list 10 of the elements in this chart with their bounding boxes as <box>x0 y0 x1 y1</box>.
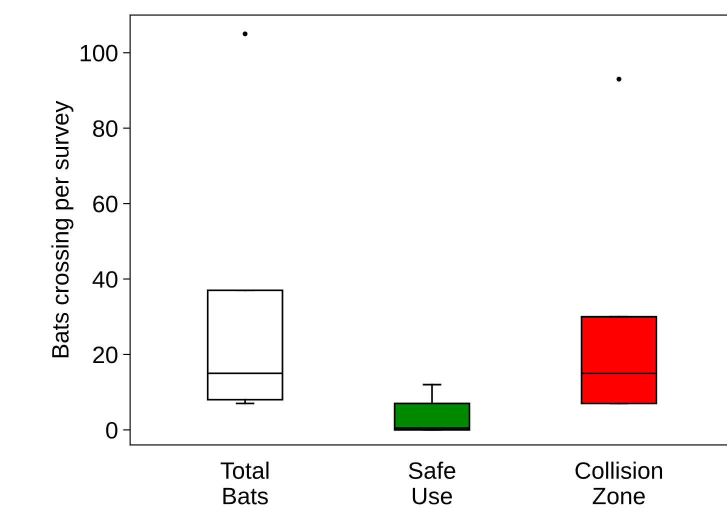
y-tick-label: 0 <box>106 422 118 439</box>
y-tick-label: 80 <box>93 120 118 137</box>
x-tick-label: Collision Zone <box>576 462 662 504</box>
y-tick-label: 100 <box>80 44 118 62</box>
x-tick-label: Safe Use <box>408 462 456 504</box>
y-tick-label: 60 <box>93 196 118 212</box>
y-tick-label: 40 <box>92 271 118 288</box>
y-tick-label: 20 <box>93 346 118 364</box>
x-tick-label: Total Bats <box>220 462 268 504</box>
y-axis-title: Bats crossing per survey <box>51 100 74 358</box>
